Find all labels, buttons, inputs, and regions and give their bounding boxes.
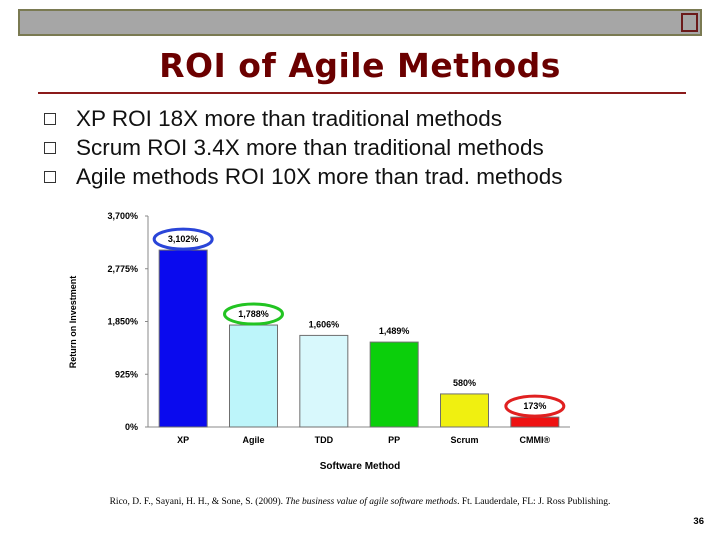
title-rule bbox=[38, 92, 686, 94]
roi-bar-chart: Return on Investment Software Method 0% 9… bbox=[68, 211, 570, 472]
citation: Rico, D. F., Sayani, H. H., & Sone, S. (… bbox=[0, 497, 720, 507]
bar-cmmi bbox=[510, 416, 560, 428]
citation-publisher: . Ft. Lauderdale, FL: J. Ross Publishing… bbox=[457, 497, 611, 507]
bar-pp bbox=[369, 341, 419, 428]
y-tick-label: 2,775% bbox=[107, 264, 138, 274]
x-tick-label: Agile bbox=[242, 435, 264, 445]
y-tick-label: 3,700% bbox=[107, 211, 138, 221]
highlight-ellipse bbox=[504, 394, 566, 418]
bar-xp bbox=[158, 249, 208, 428]
data-label: 173% bbox=[523, 401, 546, 411]
highlight-ellipse bbox=[152, 227, 214, 251]
data-label: 1,606% bbox=[309, 319, 340, 329]
bullet-item: Scrum ROI 3.4X more than traditional met… bbox=[44, 133, 563, 162]
highlight-ellipse bbox=[223, 302, 284, 326]
data-label: 1,489% bbox=[379, 326, 410, 336]
citation-authors: Rico, D. F., Sayani, H. H., & Sone, S. (… bbox=[109, 497, 286, 507]
bullet-item: Agile methods ROI 10X more than trad. me… bbox=[44, 162, 563, 191]
bar-scrum bbox=[440, 393, 489, 428]
bullet-list: XP ROI 18X more than traditional methods… bbox=[44, 104, 563, 191]
square-bullet-icon bbox=[44, 141, 56, 154]
y-tick-label: 0% bbox=[125, 422, 138, 432]
bullet-text: Scrum ROI 3.4X more than traditional met… bbox=[76, 134, 544, 160]
data-label: 1,788% bbox=[238, 309, 269, 319]
bar-tdd bbox=[299, 334, 349, 428]
x-tick-label: PP bbox=[388, 435, 400, 445]
x-tick-label: CMMI® bbox=[520, 435, 551, 445]
bullet-text: Agile methods ROI 10X more than trad. me… bbox=[76, 163, 563, 189]
square-bullet-icon bbox=[44, 170, 56, 183]
bar-agile bbox=[229, 324, 278, 428]
x-axis-label: Software Method bbox=[320, 461, 401, 472]
bullet-text: XP ROI 18X more than traditional methods bbox=[76, 105, 503, 131]
x-tick-label: Scrum bbox=[450, 435, 478, 445]
slide-corner-box bbox=[681, 13, 698, 32]
y-axis-label: Return on Investment bbox=[68, 276, 78, 369]
x-tick-label: TDD bbox=[315, 435, 334, 445]
citation-title: The business value of agile software met… bbox=[285, 497, 458, 507]
data-label: 580% bbox=[453, 378, 476, 388]
data-label: 3,102% bbox=[168, 234, 199, 244]
bullet-item: XP ROI 18X more than traditional methods bbox=[44, 104, 563, 133]
square-bullet-icon bbox=[44, 112, 56, 125]
page-number: 36 bbox=[693, 516, 704, 527]
y-tick-label: 1,850% bbox=[107, 317, 138, 327]
slide-top-bar bbox=[18, 9, 702, 36]
x-tick-label: XP bbox=[177, 435, 189, 445]
y-tick-label: 925% bbox=[115, 369, 138, 379]
slide-title: ROI of Agile Methods bbox=[159, 46, 561, 85]
